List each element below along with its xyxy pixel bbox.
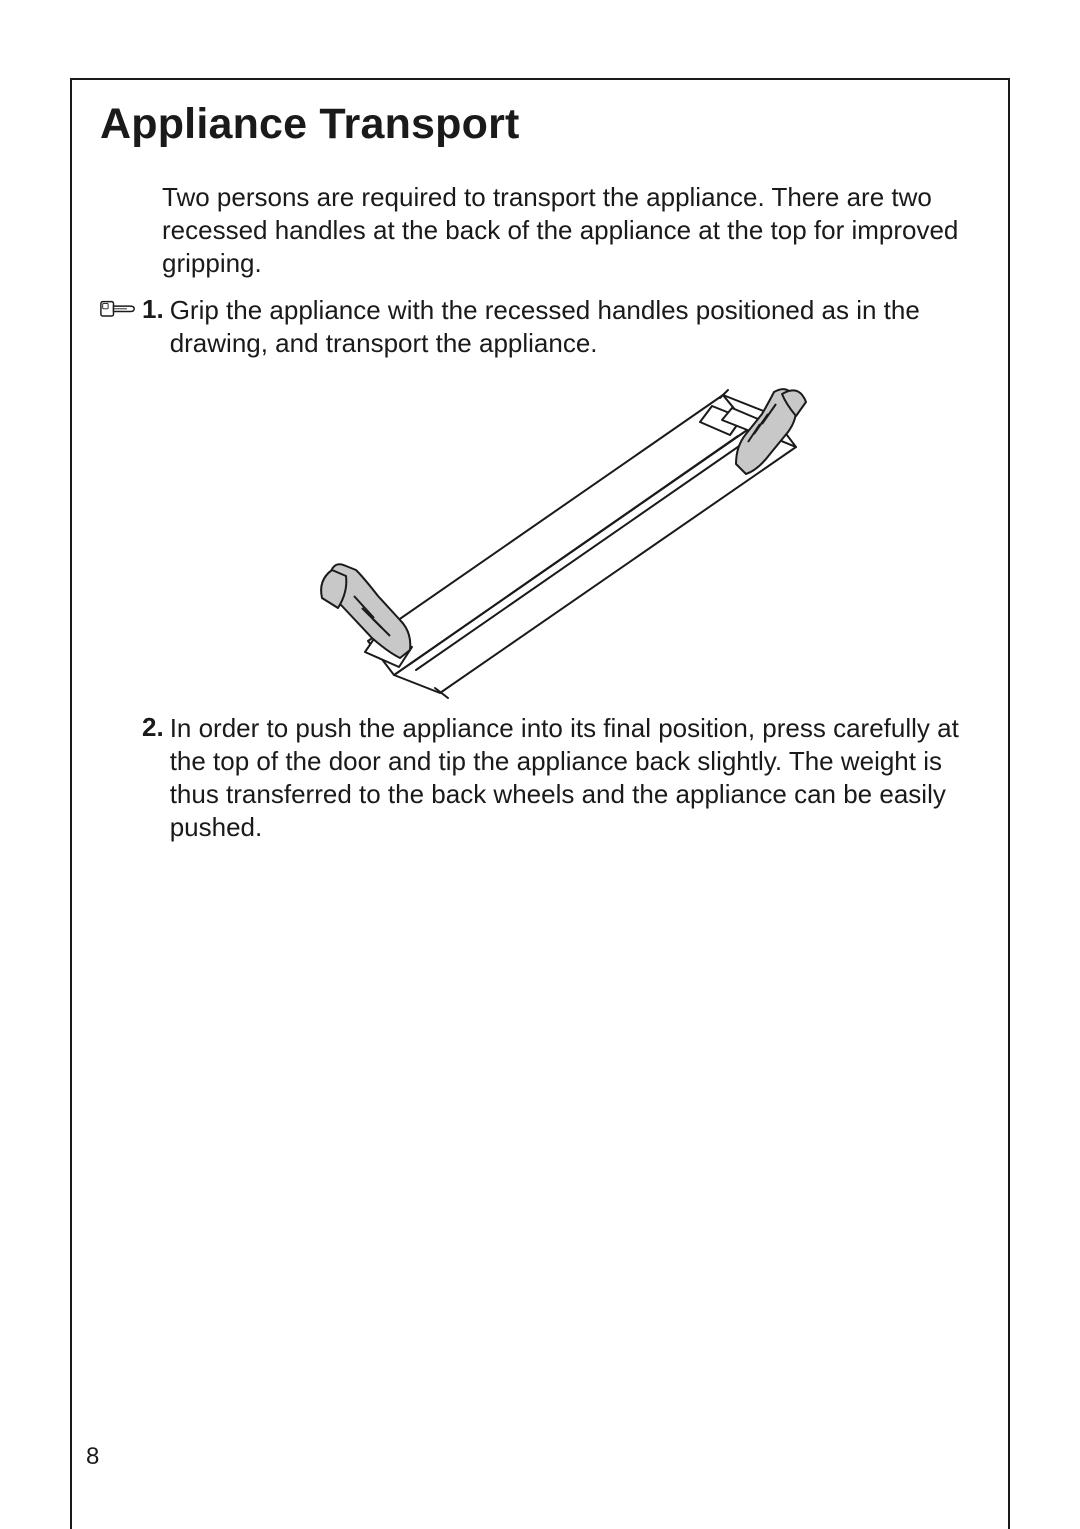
pointing-hand-icon bbox=[100, 298, 136, 322]
transport-illustration bbox=[260, 370, 820, 700]
step-1-row: 1. Grip the appliance with the recessed … bbox=[100, 294, 980, 360]
step-1-number: 1. bbox=[142, 294, 164, 325]
illustration-container bbox=[100, 370, 980, 700]
step-1-text: Grip the appliance with the recessed han… bbox=[170, 294, 980, 360]
step-2-row: 2. In order to push the appliance into i… bbox=[142, 712, 980, 844]
step-2-number: 2. bbox=[142, 712, 164, 743]
content-frame: Appliance Transport Two persons are requ… bbox=[70, 78, 1010, 1529]
page-number: 8 bbox=[86, 1443, 99, 1471]
intro-paragraph: Two persons are required to transport th… bbox=[162, 181, 980, 280]
document-page: Appliance Transport Two persons are requ… bbox=[0, 0, 1080, 1529]
step-2-text: In order to push the appliance into its … bbox=[170, 712, 980, 844]
section-heading: Appliance Transport bbox=[100, 100, 980, 149]
